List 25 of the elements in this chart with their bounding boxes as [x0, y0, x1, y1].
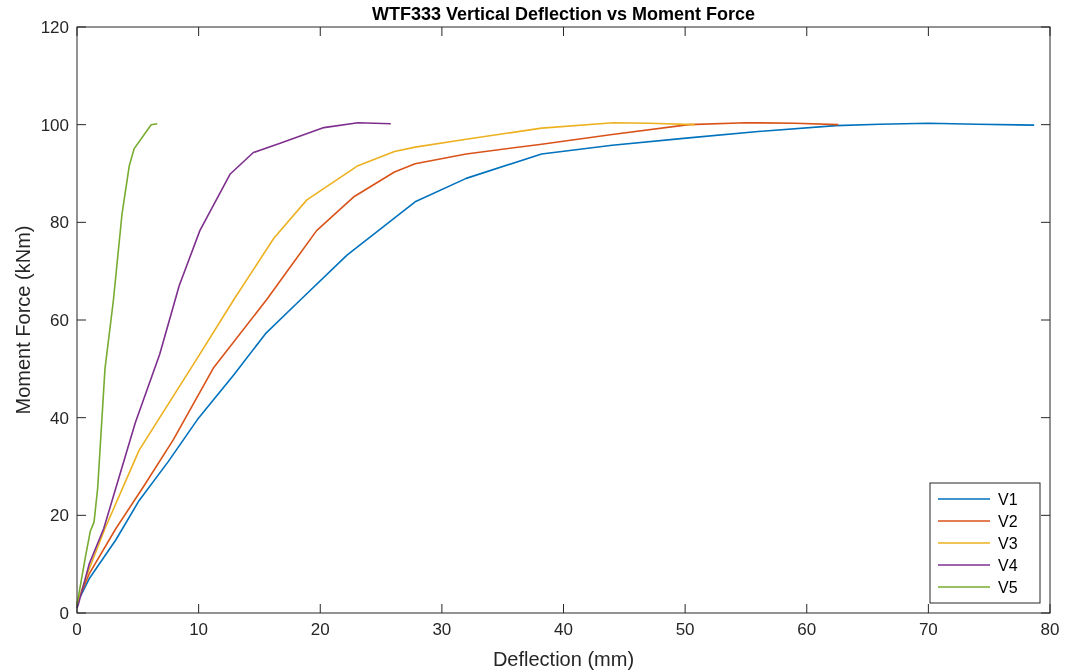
y-axis-title: Moment Force (kNm) — [12, 225, 34, 415]
x-tick-label: 20 — [310, 620, 330, 639]
x-tick-label: 70 — [918, 620, 938, 639]
y-tick-label: 20 — [50, 506, 69, 526]
x-tick-label: 10 — [189, 620, 209, 639]
x-tick-label: 50 — [675, 620, 695, 639]
chart-title: WTF333 Vertical Deflection vs Moment Force — [371, 4, 756, 24]
x-axis-title: Deflection (mm) — [492, 648, 635, 670]
legend-label: V3 — [998, 535, 1018, 552]
legend-label: V4 — [998, 557, 1018, 574]
y-tick-label: 0 — [59, 604, 69, 623]
y-tick-label: 120 — [40, 18, 69, 37]
legend-label: V2 — [998, 513, 1018, 530]
y-tick-label: 60 — [50, 311, 69, 330]
legend-label: V1 — [998, 491, 1018, 508]
x-tick-label: 0 — [72, 620, 82, 639]
x-tick-label: 30 — [432, 620, 452, 639]
line-series — [76, 121, 392, 609]
x-tick-label: 80 — [1040, 620, 1060, 639]
y-tick-label: 80 — [50, 213, 69, 233]
x-tick-label: 60 — [797, 620, 817, 639]
y-tick-label: 40 — [50, 408, 69, 428]
x-tick-label: 40 — [554, 620, 573, 639]
y-tick-label: 100 — [40, 115, 69, 135]
legend-label: V5 — [998, 579, 1018, 596]
